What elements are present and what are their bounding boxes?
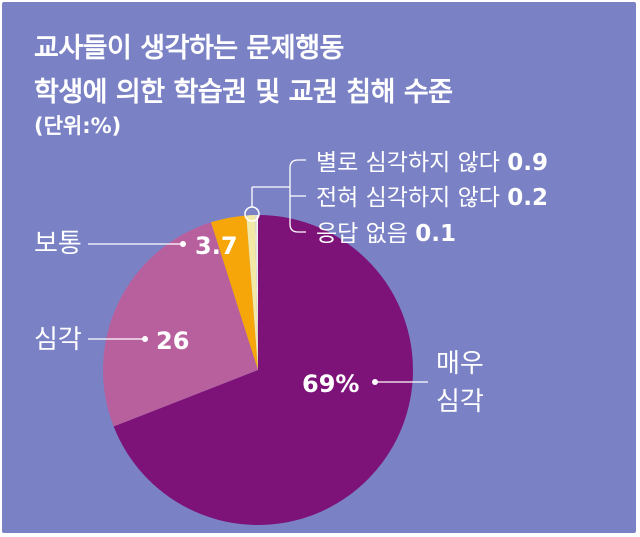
value-label-very-serious: 69% [302, 370, 359, 398]
category-label-3: 별로 심각하지 않다 0.9 [316, 150, 548, 176]
pie-slice-3 [246, 215, 258, 370]
value-label-normal: 3.7 [195, 232, 238, 260]
value-label-5: 0.1 [415, 221, 456, 247]
unit-label: (단위:%) [34, 114, 122, 138]
category-label-serious: 심각 [34, 325, 82, 355]
value-label-serious: 26 [156, 327, 189, 355]
category-label-very-serious-1: 매우 [436, 349, 484, 379]
pie-slice-4 [255, 215, 258, 370]
category-label-4: 전혀 심각하지 않다 0.2 [316, 185, 548, 211]
category-label-5: 응답 없음 0.1 [316, 221, 456, 247]
pie-slice-0 [113, 215, 414, 525]
leader-dot-1 [142, 336, 148, 342]
value-label-4: 0.2 [507, 185, 548, 211]
chart-title-line-2: 학생에 의한 학습권 및 교권 침해 수준 [34, 77, 453, 108]
pie-slice-2 [210, 215, 258, 370]
pie-slice-1 [103, 222, 258, 427]
pie-slice-5 [257, 215, 258, 370]
chart-title-line-1: 교사들이 생각하는 문제행동 [34, 33, 344, 64]
category-label-normal: 보통 [34, 229, 82, 259]
callout-bracket [289, 159, 306, 233]
leader-dot-2 [180, 241, 186, 247]
category-label-very-serious-2: 심각 [436, 387, 484, 417]
value-label-3: 0.9 [507, 150, 548, 176]
